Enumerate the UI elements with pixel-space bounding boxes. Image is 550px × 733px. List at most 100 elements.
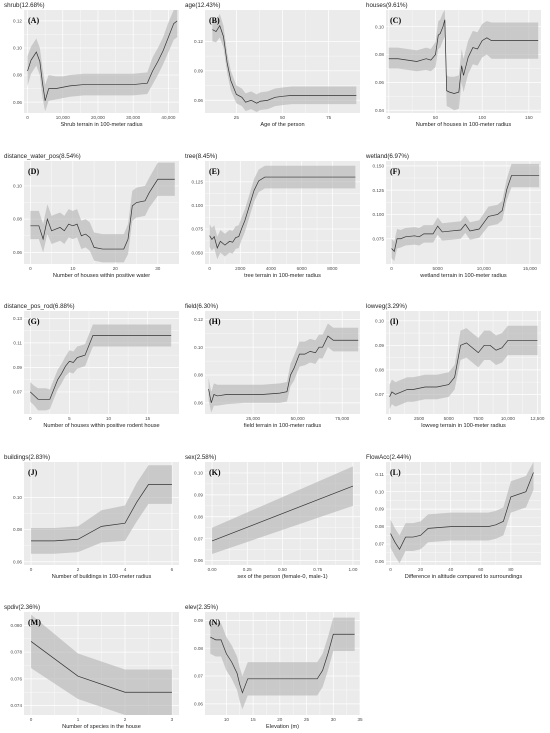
- panel-title: shrub(12.68%): [4, 2, 45, 9]
- panel-title: lowveg(3.29%): [366, 303, 407, 310]
- y-tick-label: 0.08: [194, 646, 203, 651]
- x-tick-label: 20: [418, 567, 424, 572]
- panel-title: FlowAcc(2.44%): [366, 454, 411, 461]
- y-tick-label: 0.09: [194, 492, 203, 497]
- x-tick-label: 40: [448, 567, 454, 572]
- x-tick-label: 7500: [473, 416, 484, 421]
- y-tick-label: 0.125: [373, 188, 385, 193]
- pdp-panel-m: spdiv(2.36%) 0 1 2 3 0.074 0.076 0.078 0.080 (M) N…: [4, 604, 179, 730]
- panel-title: tree(8.45%): [185, 153, 217, 160]
- x-tick-label: 2500: [414, 416, 425, 421]
- confidence-band: [31, 465, 172, 554]
- x-tick-label: 100: [478, 115, 486, 120]
- confidence-band: [30, 162, 175, 263]
- dependence-line: [30, 335, 172, 400]
- y-tick-label: 0.075: [192, 227, 204, 232]
- y-tick-label: 0.06: [13, 250, 22, 255]
- dependence-line: [210, 633, 355, 694]
- x-tick-label: 0: [29, 266, 32, 271]
- pdp-panel-e: tree(8.45%) 0 2000 4000 6000 8000 0.050 0.075 0.…: [185, 153, 360, 279]
- y-tick-label: 0.12: [13, 18, 22, 23]
- dependence-line: [390, 472, 534, 550]
- confidence-band: [27, 10, 178, 112]
- panel-title: field(6.30%): [185, 303, 218, 310]
- x-tick-label: 30: [331, 717, 337, 722]
- panel-letter: (I): [390, 317, 399, 326]
- x-axis-label: wetland terrain in 100-meter radius: [419, 273, 507, 279]
- dependence-line: [209, 176, 356, 249]
- x-tick-label: 6: [171, 567, 174, 572]
- panel-letter: (F): [390, 167, 401, 176]
- y-tick-label: 0.11: [375, 472, 384, 477]
- x-tick-label: 10: [224, 717, 230, 722]
- dependence-line: [30, 641, 172, 693]
- x-tick-label: 0: [208, 266, 211, 271]
- x-tick-label: 15: [145, 416, 151, 421]
- y-tick-label: 0.06: [375, 80, 384, 85]
- x-tick-label: 80: [508, 567, 514, 572]
- x-tick-label: 0: [390, 266, 393, 271]
- x-tick-label: 1: [77, 717, 80, 722]
- confidence-band: [390, 462, 534, 564]
- x-tick-label: 5000: [444, 416, 455, 421]
- dependence-line: [27, 20, 178, 101]
- x-tick-label: 75,000: [335, 416, 349, 421]
- y-tick-label: 0.07: [375, 392, 384, 397]
- confidence-band: [389, 325, 538, 410]
- panel-title: distance_pos_rod(6.88%): [4, 303, 75, 310]
- y-tick-label: 0.09: [375, 507, 384, 512]
- x-tick-label: 50: [433, 115, 439, 120]
- y-tick-label: 0.08: [375, 52, 384, 57]
- x-tick-label: 60: [478, 567, 484, 572]
- x-tick-label: 0: [30, 567, 33, 572]
- x-tick-label: 10: [106, 416, 112, 421]
- x-tick-label: 4000: [266, 266, 277, 271]
- x-tick-label: 0: [29, 416, 32, 421]
- x-tick-label: 0: [30, 717, 33, 722]
- x-tick-label: 40,000: [161, 115, 175, 120]
- y-tick-label: 0.10: [375, 489, 384, 494]
- x-tick-label: 0: [388, 416, 391, 421]
- panel-title: spdiv(2.36%): [4, 604, 40, 611]
- panel-letter: (K): [209, 468, 221, 477]
- y-tick-label: 0.07: [375, 542, 384, 547]
- y-tick-label: 0.08: [13, 527, 22, 532]
- y-tick-label: 0.080: [11, 623, 23, 628]
- x-tick-label: 0.25: [243, 567, 252, 572]
- y-tick-label: 0.06: [375, 559, 384, 564]
- dependence-line: [212, 24, 357, 104]
- dependence-line: [388, 19, 539, 94]
- panel-title: age(12.43%): [185, 2, 220, 9]
- y-tick-label: 0.10: [375, 24, 384, 29]
- y-tick-label: 0.100: [373, 212, 385, 217]
- panel-letter: (E): [209, 167, 220, 176]
- x-tick-label: 75: [326, 115, 332, 120]
- y-tick-label: 0.06: [194, 558, 203, 563]
- x-axis-label: Elevation (m): [266, 724, 299, 730]
- x-axis-label: Number of houses within positive water: [53, 273, 150, 279]
- x-tick-label: 12,500: [530, 416, 544, 421]
- x-tick-label: 10,000: [501, 416, 515, 421]
- panel-title: houses(9.61%): [366, 2, 408, 9]
- y-tick-label: 0.078: [11, 650, 23, 655]
- x-tick-label: 150: [525, 115, 533, 120]
- confidence-band: [209, 165, 356, 260]
- y-tick-label: 0.10: [194, 471, 203, 476]
- x-tick-label: 2: [77, 567, 80, 572]
- x-tick-label: 30: [155, 266, 161, 271]
- y-tick-label: 0.09: [194, 68, 203, 73]
- x-tick-label: 5: [68, 416, 71, 421]
- pdp-panel-k: sex(2.58%) 0.00 0.25 0.50 0.75 1.00 0.06 0.07 0.…: [185, 454, 360, 580]
- x-axis-label: Difference in altitude compared to surro…: [405, 574, 523, 580]
- x-axis-label: Number of houses in 100-meter radius: [416, 122, 512, 128]
- panel-letter: (H): [209, 317, 221, 326]
- x-tick-label: 0.50: [278, 567, 287, 572]
- y-tick-label: 0.10: [375, 318, 384, 323]
- x-axis-label: Number of houses within positive rodent …: [43, 423, 159, 429]
- y-tick-label: 0.050: [192, 250, 204, 255]
- panel-letter: (A): [28, 16, 39, 25]
- x-tick-label: 1.00: [348, 567, 357, 572]
- x-tick-label: 10: [70, 266, 76, 271]
- panel-letter: (N): [209, 618, 220, 627]
